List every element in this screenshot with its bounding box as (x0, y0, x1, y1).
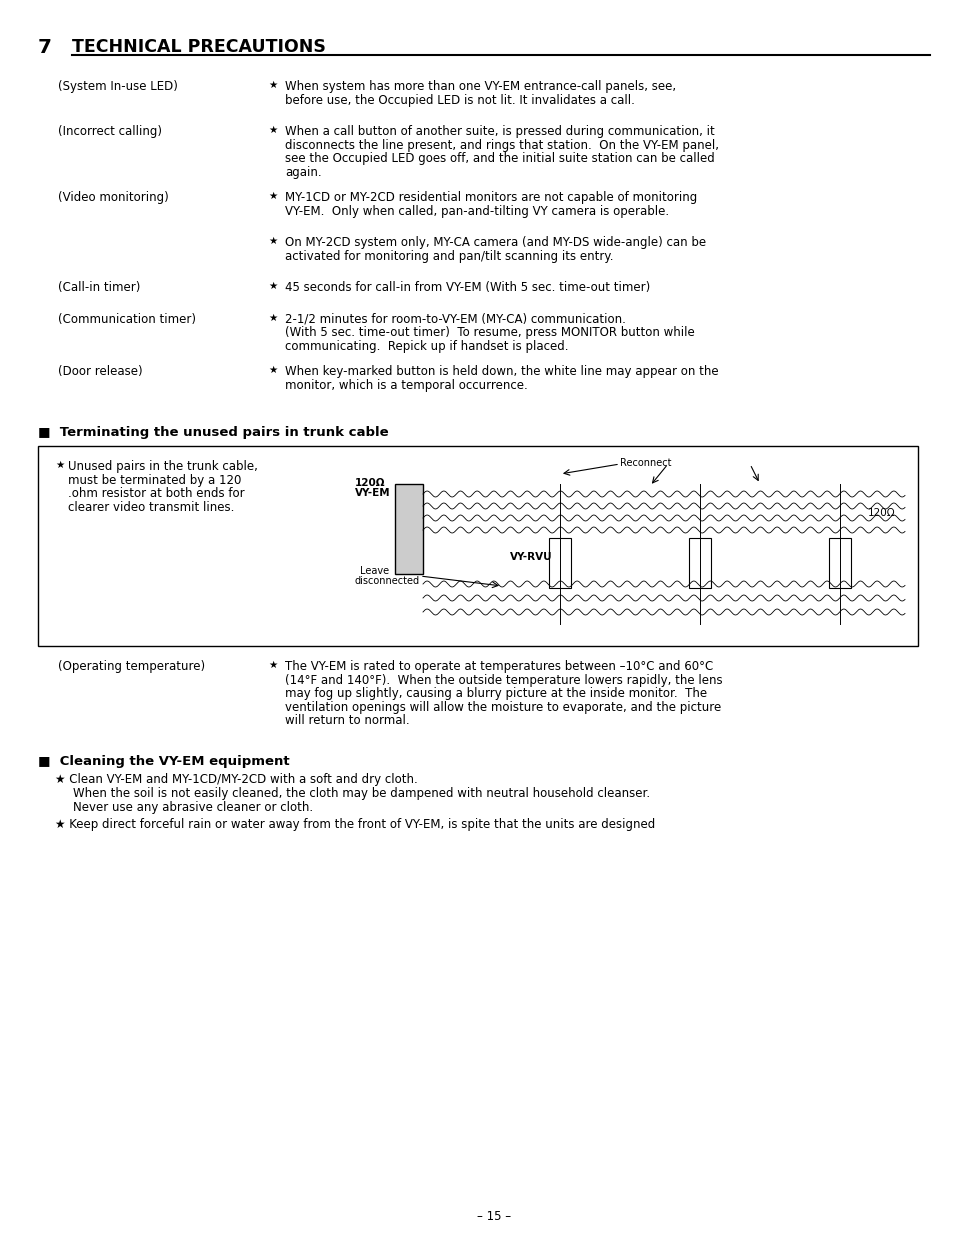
Text: ★ Clean VY-EM and MY-1CD/MY-2CD with a soft and dry cloth.: ★ Clean VY-EM and MY-1CD/MY-2CD with a s… (55, 774, 417, 786)
Text: ■  Cleaning the VY-EM equipment: ■ Cleaning the VY-EM equipment (38, 755, 290, 769)
Text: Never use any abrasive cleaner or cloth.: Never use any abrasive cleaner or cloth. (73, 801, 313, 813)
Text: (Door release): (Door release) (58, 365, 143, 378)
Text: (Operating temperature): (Operating temperature) (58, 660, 205, 672)
Text: see the Occupied LED goes off, and the initial suite station can be called: see the Occupied LED goes off, and the i… (285, 152, 714, 164)
Text: When a call button of another suite, is pressed during communication, it: When a call button of another suite, is … (285, 125, 714, 138)
Text: ★: ★ (268, 236, 277, 246)
Text: MY-1CD or MY-2CD residential monitors are not capable of monitoring: MY-1CD or MY-2CD residential monitors ar… (285, 192, 697, 204)
Text: before use, the Occupied LED is not lit. It invalidates a call.: before use, the Occupied LED is not lit.… (285, 94, 634, 106)
Text: ventilation openings will allow the moisture to evaporate, and the picture: ventilation openings will allow the mois… (285, 701, 720, 713)
Text: – 15 –: – 15 – (476, 1210, 511, 1222)
Text: monitor, which is a temporal occurrence.: monitor, which is a temporal occurrence. (285, 378, 527, 392)
Text: (Communication timer): (Communication timer) (58, 313, 195, 325)
Text: VY-EM.  Only when called, pan-and-tilting VY camera is operable.: VY-EM. Only when called, pan-and-tilting… (285, 204, 668, 218)
Text: Unused pairs in the trunk cable,: Unused pairs in the trunk cable, (68, 460, 257, 473)
Text: ■  Terminating the unused pairs in trunk cable: ■ Terminating the unused pairs in trunk … (38, 426, 388, 439)
Text: .ohm resistor at both ends for: .ohm resistor at both ends for (68, 487, 244, 501)
Text: 2-1/2 minutes for room-to-VY-EM (MY-CA) communication.: 2-1/2 minutes for room-to-VY-EM (MY-CA) … (285, 313, 625, 325)
Text: 7: 7 (38, 38, 52, 57)
Text: TECHNICAL PRECAUTIONS: TECHNICAL PRECAUTIONS (71, 38, 326, 56)
Text: When the soil is not easily cleaned, the cloth may be dampened with neutral hous: When the soil is not easily cleaned, the… (73, 787, 649, 800)
Text: ★: ★ (268, 80, 277, 90)
Bar (828, 538, 850, 588)
Text: Reconnect: Reconnect (619, 459, 671, 468)
Text: ★ Keep direct forceful rain or water away from the front of VY-EM, is spite that: ★ Keep direct forceful rain or water awa… (55, 818, 655, 831)
Text: 45 seconds for call-in from VY-EM (With 5 sec. time-out timer): 45 seconds for call-in from VY-EM (With … (285, 281, 650, 294)
Text: ★: ★ (55, 460, 64, 470)
Text: The VY-EM is rated to operate at temperatures between –10°C and 60°C: The VY-EM is rated to operate at tempera… (285, 660, 713, 672)
Text: 120Ω: 120Ω (355, 478, 385, 488)
Text: disconnects the line present, and rings that station.  On the VY-EM panel,: disconnects the line present, and rings … (285, 138, 719, 152)
Text: will return to normal.: will return to normal. (285, 714, 409, 727)
Text: must be terminated by a 120: must be terminated by a 120 (68, 473, 241, 487)
Text: again.: again. (285, 166, 321, 178)
Text: (Video monitoring): (Video monitoring) (58, 192, 169, 204)
Text: ★: ★ (268, 192, 277, 201)
Text: (Incorrect calling): (Incorrect calling) (58, 125, 162, 138)
Text: VY-RVU: VY-RVU (510, 552, 552, 562)
Text: clearer video transmit lines.: clearer video transmit lines. (68, 501, 234, 513)
Text: (Call-in timer): (Call-in timer) (58, 281, 140, 294)
Text: ★: ★ (268, 313, 277, 323)
Text: ★: ★ (268, 365, 277, 375)
Text: On MY-2CD system only, MY-CA camera (and MY-DS wide-angle) can be: On MY-2CD system only, MY-CA camera (and… (285, 236, 705, 248)
Text: (14°F and 140°F).  When the outside temperature lowers rapidly, the lens: (14°F and 140°F). When the outside tempe… (285, 674, 721, 686)
Text: communicating.  Repick up if handset is placed.: communicating. Repick up if handset is p… (285, 340, 568, 352)
Text: disconnected: disconnected (355, 576, 419, 586)
Bar (38, 446, 917, 646)
Text: 120Ω: 120Ω (867, 508, 895, 518)
Text: may fog up slightly, causing a blurry picture at the inside monitor.  The: may fog up slightly, causing a blurry pi… (285, 687, 706, 700)
Text: (System In-use LED): (System In-use LED) (58, 80, 177, 93)
Text: ★: ★ (268, 281, 277, 290)
Bar (548, 538, 571, 588)
Bar (688, 538, 710, 588)
Text: ★: ★ (268, 125, 277, 135)
Bar (395, 485, 422, 574)
Text: VY-EM: VY-EM (355, 488, 390, 498)
Text: When key-marked button is held down, the white line may appear on the: When key-marked button is held down, the… (285, 365, 718, 378)
Text: activated for monitoring and pan/tilt scanning its entry.: activated for monitoring and pan/tilt sc… (285, 250, 613, 262)
Text: (With 5 sec. time-out timer)  To resume, press MONITOR button while: (With 5 sec. time-out timer) To resume, … (285, 326, 694, 339)
Text: ★: ★ (268, 660, 277, 670)
Text: When system has more than one VY-EM entrance-call panels, see,: When system has more than one VY-EM entr… (285, 80, 676, 93)
Text: Leave: Leave (359, 566, 389, 576)
